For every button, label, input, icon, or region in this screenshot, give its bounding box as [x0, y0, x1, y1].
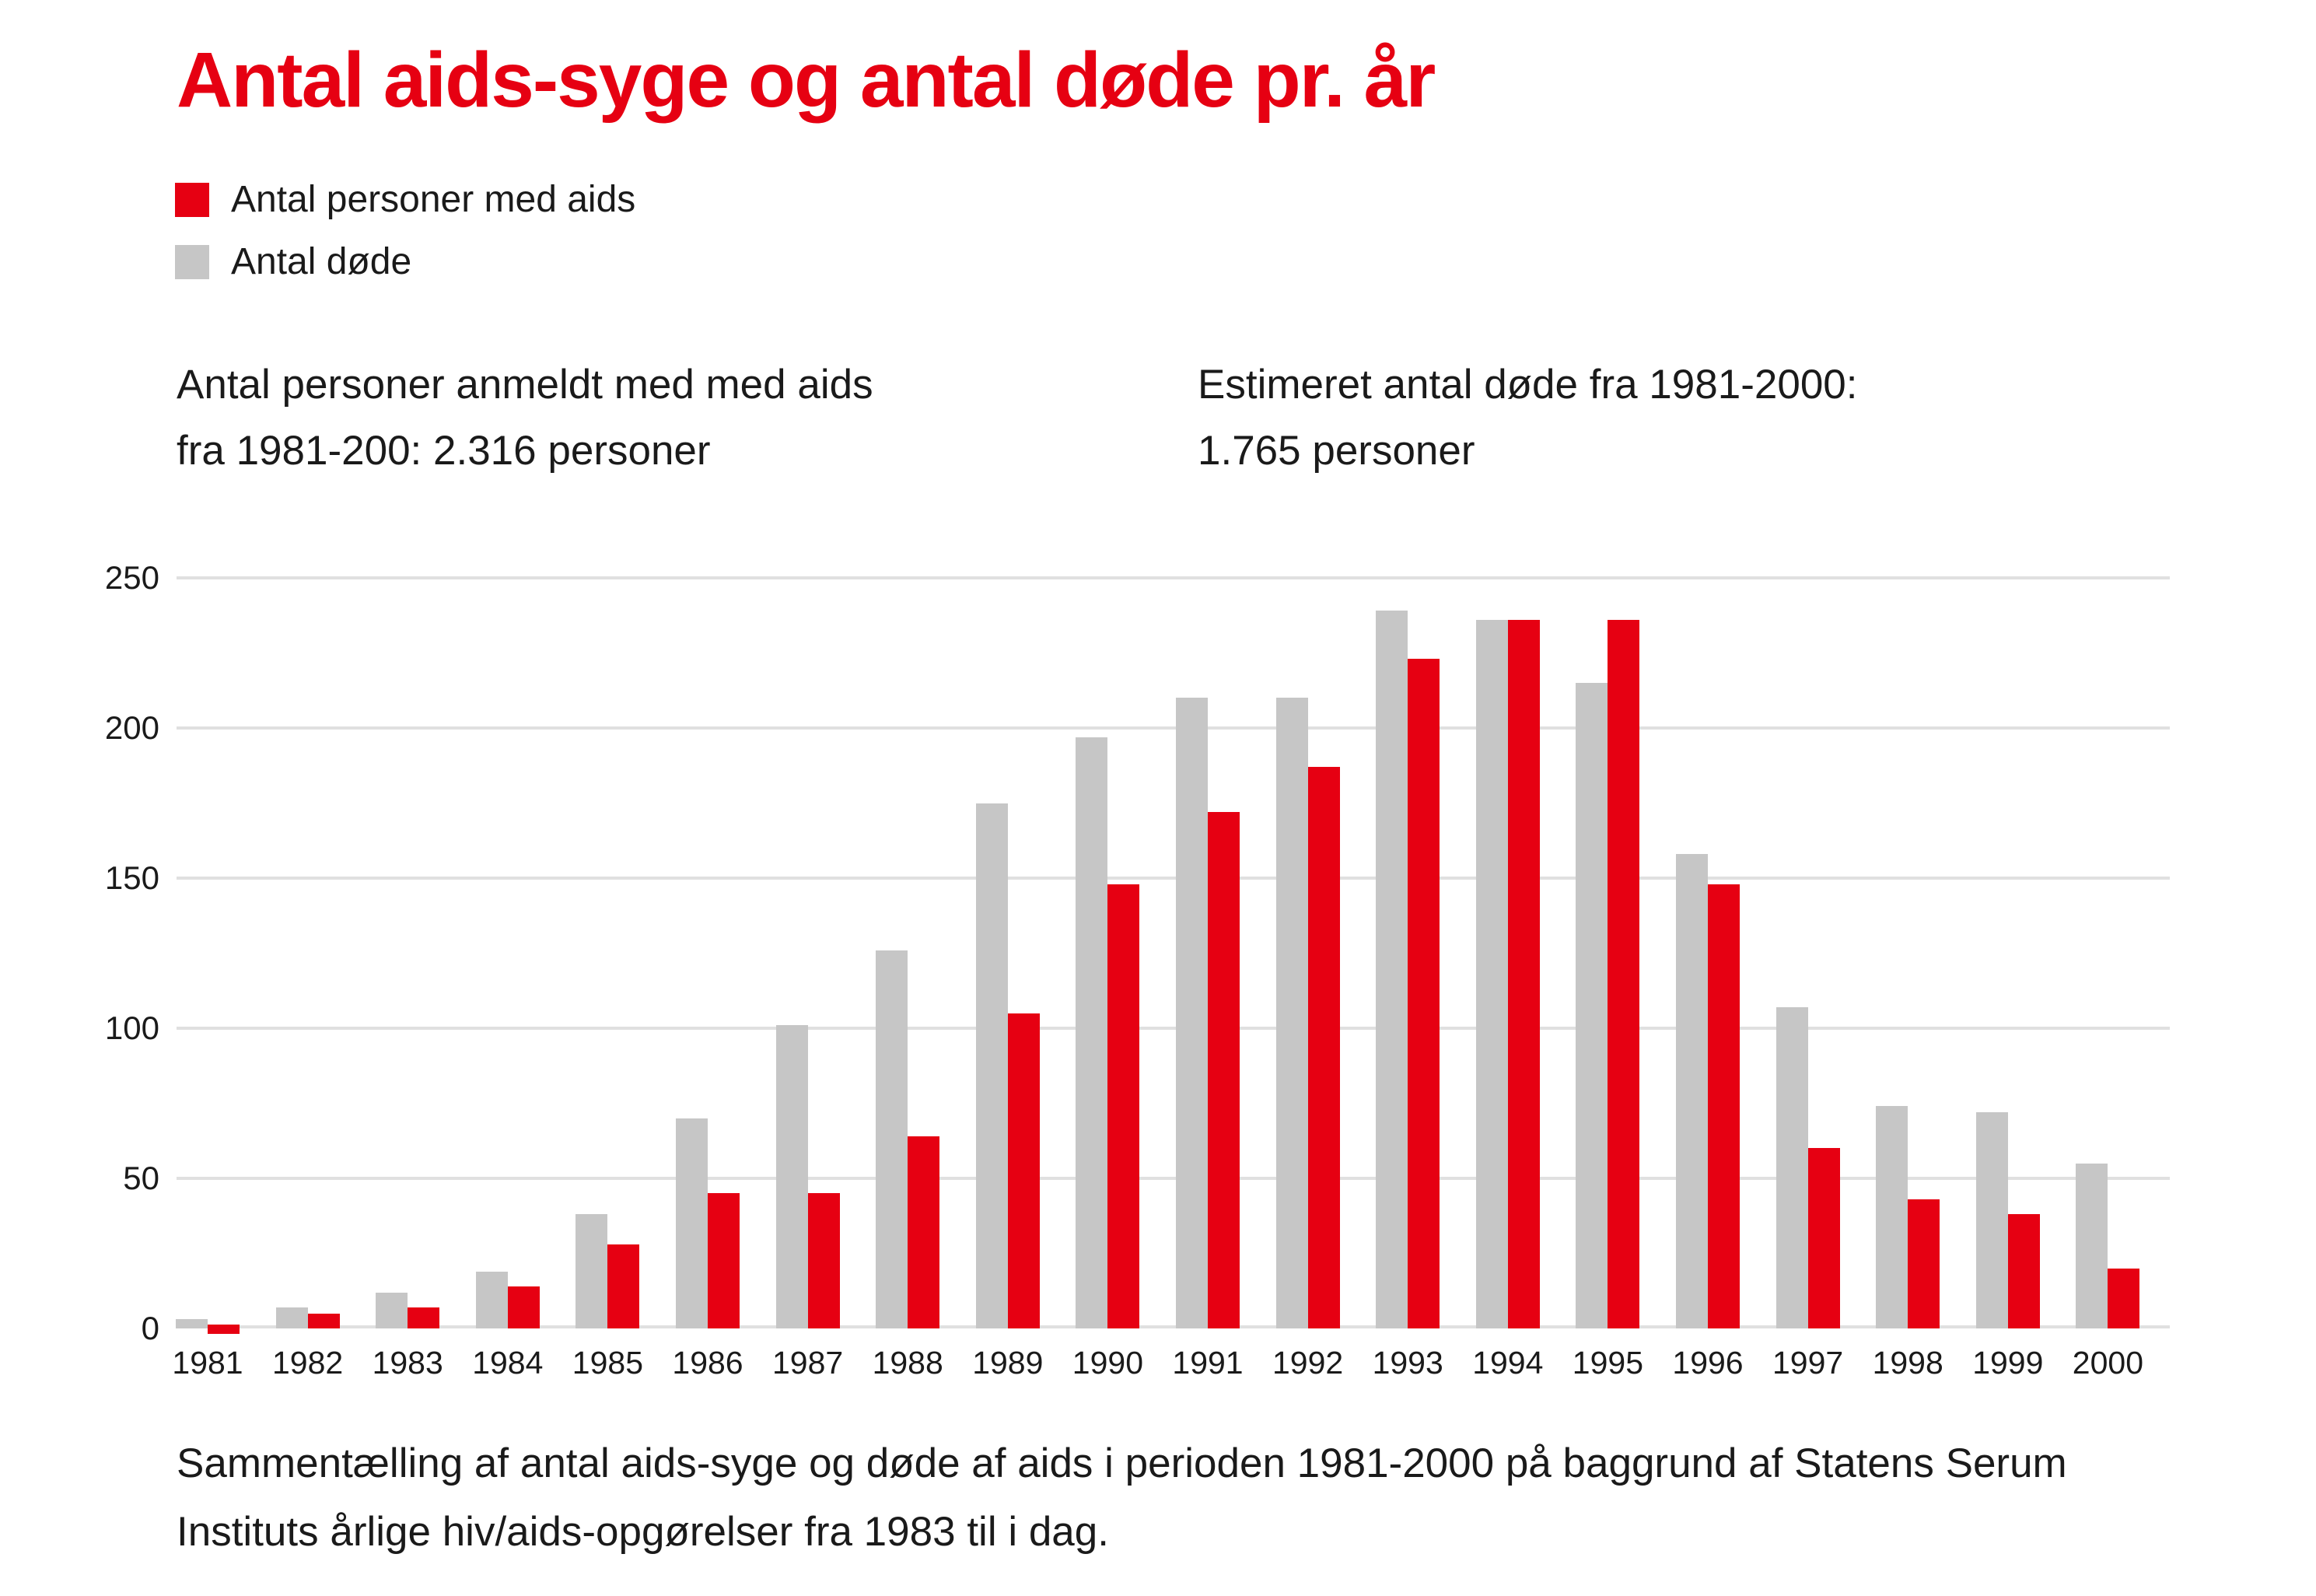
x-axis-label-1998: 1998 — [1872, 1345, 1943, 1381]
x-axis-label-2000: 2000 — [2072, 1345, 2143, 1381]
footer-caption-line1: Sammentælling af antal aids-syge og døde… — [177, 1440, 2067, 1486]
x-axis-label-1986: 1986 — [672, 1345, 743, 1381]
x-axis-label-1994: 1994 — [1472, 1345, 1544, 1381]
bar-aids-1990 — [1107, 884, 1140, 1328]
bar-aids-1984 — [507, 1286, 540, 1328]
bar-aids-2000 — [2108, 1268, 2140, 1328]
gridline-0 — [177, 1325, 2170, 1328]
legend-item-aids: Antal personer med aids — [175, 179, 636, 220]
bar-doede-1983 — [376, 1292, 408, 1328]
bar-doede-1988 — [876, 950, 908, 1328]
x-axis-label-1981: 1981 — [172, 1345, 243, 1381]
x-axis-label-1995: 1995 — [1572, 1345, 1643, 1381]
legend-item-dead: Antal døde — [175, 241, 412, 282]
legend-label-aids: Antal personer med aids — [231, 179, 636, 220]
x-axis-label-1985: 1985 — [572, 1345, 643, 1381]
legend-label-dead: Antal døde — [231, 241, 412, 282]
legend-swatch-gray — [175, 245, 209, 279]
bar-aids-1993 — [1408, 659, 1440, 1328]
bar-aids-1981 — [208, 1325, 240, 1334]
x-axis-label-1999: 1999 — [1972, 1345, 2044, 1381]
summary-estimated-deaths-line2: 1.765 personer — [1198, 428, 1475, 474]
bar-aids-1999 — [2007, 1214, 2040, 1328]
x-axis-label-1989: 1989 — [972, 1345, 1044, 1381]
x-axis-label-1997: 1997 — [1772, 1345, 1844, 1381]
y-axis-label-250: 250 — [104, 559, 159, 596]
bar-doede-1986 — [676, 1118, 708, 1328]
summary-estimated-deaths-line1: Estimeret antal døde fra 1981-2000: — [1198, 362, 1858, 408]
gridline-150 — [177, 877, 2170, 880]
bar-chart: 250 200 150 100 50 0 1981 1982 1983 1984 1985 1986 1… — [105, 559, 2170, 1380]
bar-doede-1981 — [176, 1319, 208, 1328]
footer-caption: Sammentælling af antal aids-syge og døde… — [177, 1430, 2067, 1566]
bar-aids-1992 — [1307, 767, 1340, 1328]
x-axis-label-1991: 1991 — [1172, 1345, 1244, 1381]
y-axis-label-200: 200 — [104, 709, 159, 746]
x-axis-label-1982: 1982 — [271, 1345, 344, 1381]
bar-aids-1997 — [1807, 1148, 1840, 1328]
x-axis-label-1984: 1984 — [472, 1345, 544, 1381]
x-axis-label-1987: 1987 — [771, 1345, 844, 1381]
bar-doede-1991 — [1176, 698, 1208, 1328]
bar-aids-1988 — [908, 1136, 940, 1328]
legend-swatch-red — [175, 183, 209, 217]
bar-aids-1983 — [408, 1307, 440, 1328]
summary-estimated-deaths: Estimeret antal døde fra 1981-2000: 1.76… — [1198, 352, 1858, 484]
bar-doede-1994 — [1475, 620, 1508, 1328]
x-axis-label-1990: 1990 — [1072, 1345, 1143, 1381]
summary-reported-aids: Antal personer anmeldt med med aids fra … — [177, 352, 873, 484]
gridline-200 — [177, 726, 2170, 730]
bar-doede-1997 — [1775, 1006, 1808, 1328]
footer-caption-line2: Instituts årlige hiv/aids-opgørelser fra… — [177, 1509, 1109, 1555]
bar-doede-1992 — [1275, 698, 1308, 1328]
x-axis-label-1992: 1992 — [1272, 1345, 1344, 1381]
bar-doede-1989 — [975, 803, 1008, 1328]
bar-aids-1994 — [1507, 620, 1540, 1328]
bar-doede-1987 — [775, 1025, 808, 1328]
bar-doede-2000 — [2076, 1163, 2108, 1328]
bar-doede-1993 — [1376, 611, 1408, 1328]
y-axis-label-50: 50 — [123, 1160, 159, 1196]
bar-aids-1989 — [1007, 1013, 1040, 1328]
bar-aids-1986 — [708, 1193, 740, 1328]
x-axis-label-1996: 1996 — [1672, 1345, 1744, 1381]
y-axis-label-100: 100 — [104, 1010, 159, 1046]
bar-doede-1998 — [1876, 1106, 1908, 1328]
bar-aids-1991 — [1208, 812, 1240, 1328]
bar-aids-1995 — [1608, 620, 1640, 1328]
bar-doede-1985 — [576, 1214, 608, 1328]
x-axis-label-1983: 1983 — [372, 1345, 443, 1381]
bar-doede-1999 — [1975, 1112, 2008, 1328]
bar-doede-1982 — [275, 1307, 308, 1328]
page-title: Antal aids-syge og antal døde pr. år — [177, 37, 1436, 124]
x-axis-label-1993: 1993 — [1372, 1345, 1443, 1381]
y-axis-label-150: 150 — [104, 859, 159, 896]
bar-doede-1990 — [1076, 737, 1108, 1328]
bar-doede-1995 — [1576, 683, 1608, 1328]
bar-aids-1985 — [607, 1244, 640, 1328]
bar-aids-1996 — [1708, 884, 1740, 1328]
summary-reported-aids-line2: fra 1981-200: 2.316 personer — [177, 428, 711, 474]
summary-reported-aids-line1: Antal personer anmeldt med med aids — [177, 362, 873, 408]
y-axis-label-0: 0 — [141, 1310, 159, 1346]
gridline-50 — [177, 1177, 2170, 1180]
bar-aids-1987 — [807, 1193, 840, 1328]
bar-aids-1982 — [307, 1313, 340, 1328]
gridline-250 — [177, 576, 2170, 579]
bar-doede-1984 — [475, 1271, 508, 1328]
x-axis-label-1988: 1988 — [872, 1345, 943, 1381]
bar-aids-1998 — [1908, 1199, 1940, 1328]
gridline-100 — [177, 1027, 2170, 1030]
bar-doede-1996 — [1676, 854, 1708, 1328]
